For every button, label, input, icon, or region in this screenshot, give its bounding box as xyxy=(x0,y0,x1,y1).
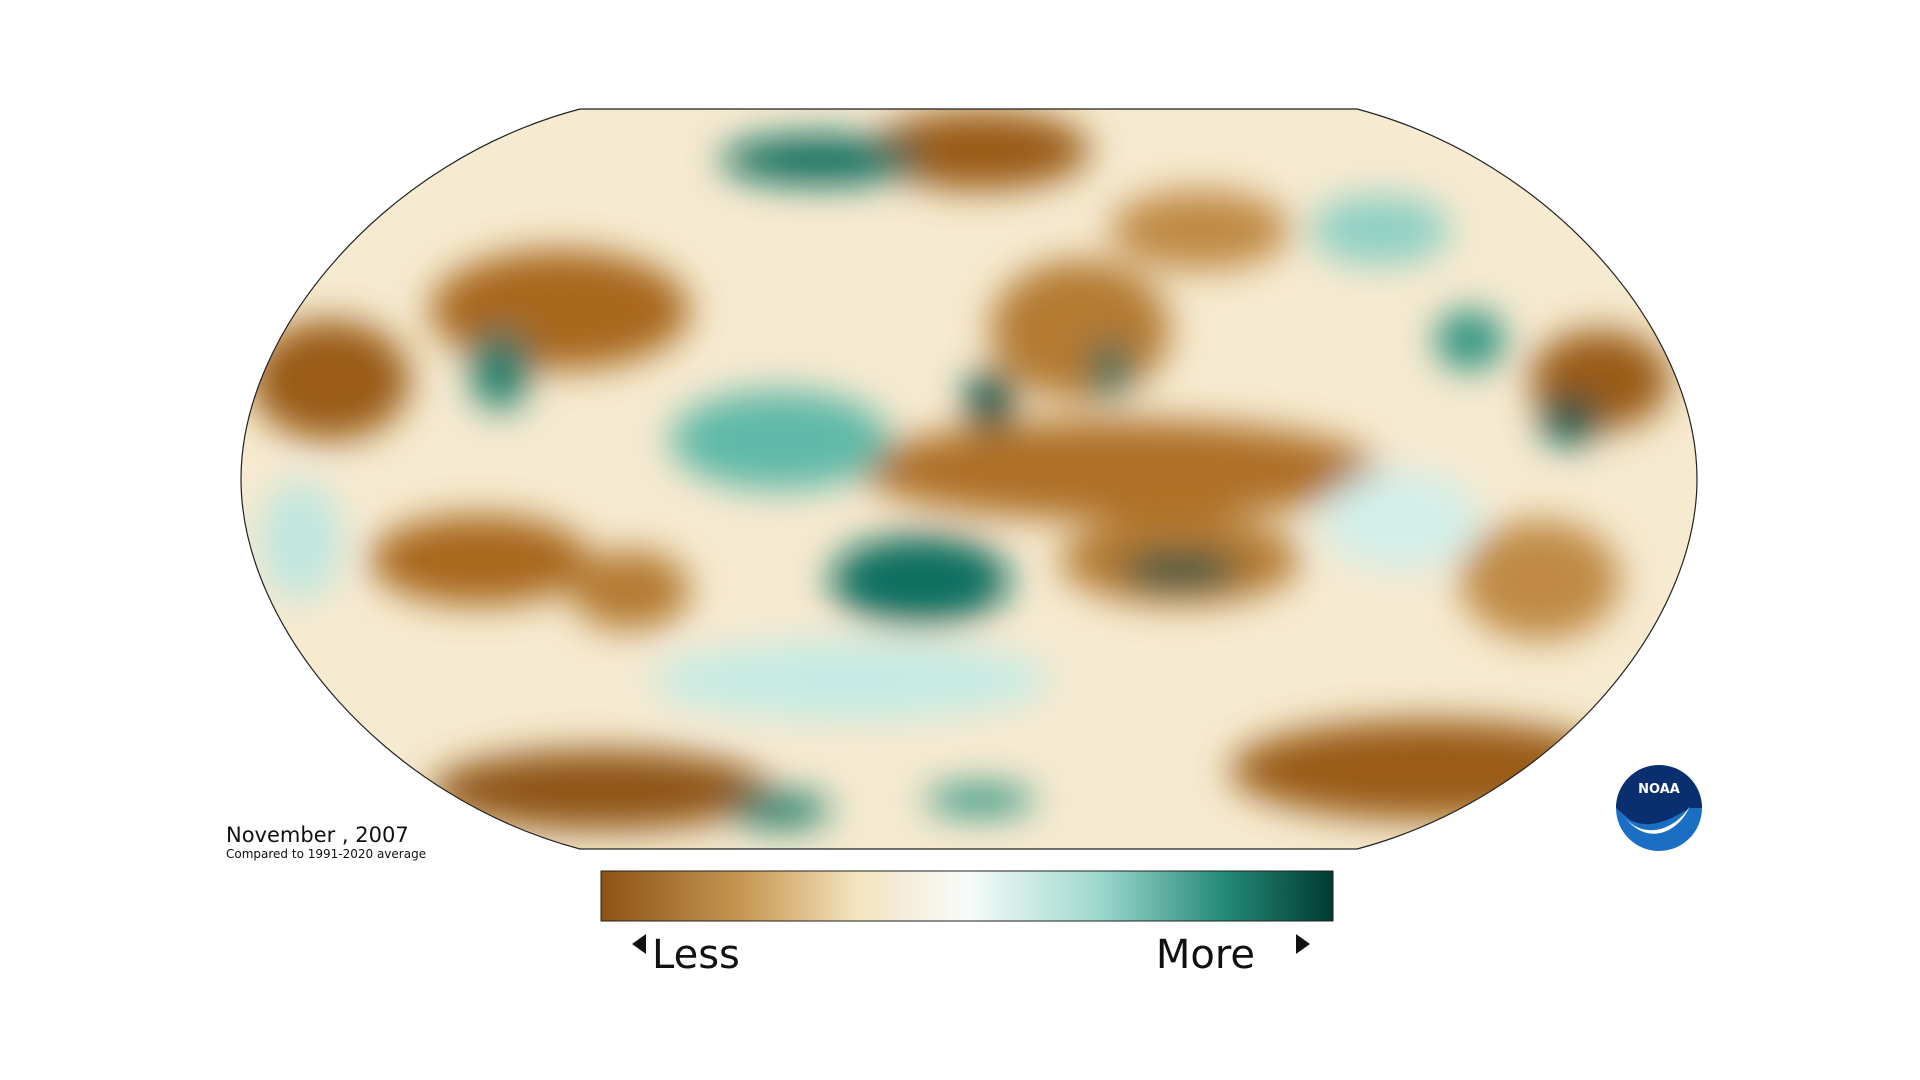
color-scale xyxy=(600,870,1334,922)
more-arrow xyxy=(1296,934,1310,954)
date-label: November , 2007 xyxy=(226,823,409,847)
less-arrow xyxy=(632,934,646,954)
legend-low-label: Less xyxy=(652,932,740,978)
noaa-logo: NOAA xyxy=(1616,765,1702,851)
precipitation-map xyxy=(241,109,1697,849)
comparison-note: Compared to 1991-2020 average xyxy=(226,847,426,861)
legend-high-label: More xyxy=(1156,932,1255,978)
map-outline xyxy=(240,108,1698,850)
logo-text: NOAA xyxy=(1638,782,1680,797)
